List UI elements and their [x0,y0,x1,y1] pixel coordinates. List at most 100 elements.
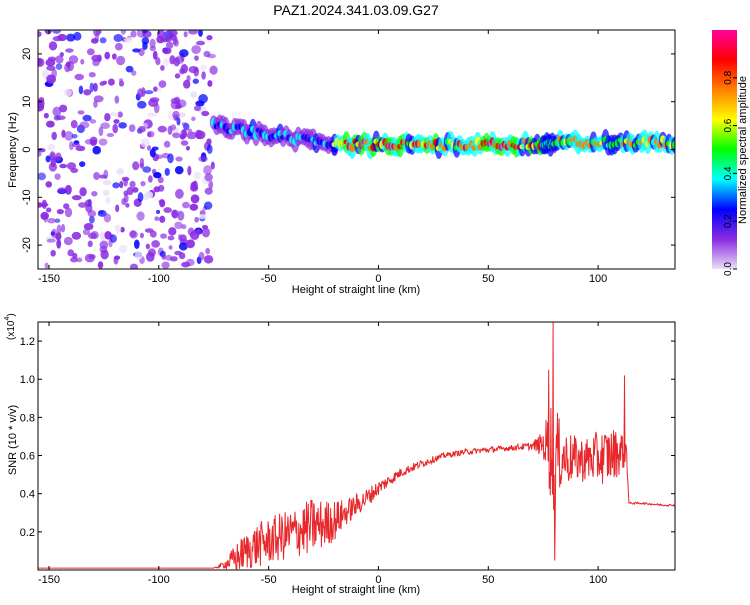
heatmap-noise-blob [48,41,58,51]
heatmap-noise-blob [186,75,191,82]
y-tick-label: 0 [21,146,33,152]
heatmap-noise-blob [178,49,189,58]
heatmap-noise-blob [172,35,178,46]
heatmap-noise-blob [130,30,137,38]
heatmap-noise-blob [203,165,212,176]
heatmap-noise-blob [89,82,94,93]
heatmap-noise-blob [185,145,190,151]
heatmap-noise-blob [172,132,181,139]
heatmap-noise-blob [194,129,203,140]
heatmap-noise-blob [56,209,64,215]
heatmap-noise-blob [66,33,76,42]
snr-multiplier-text: (x104) [4,313,17,340]
heatmap-noise-blob [139,157,145,168]
heatmap-noise-blob [183,31,188,38]
heatmap-noise-blob [204,187,213,195]
heatmap-noise-blob [120,30,127,35]
heatmap-noise-blob [88,72,96,78]
heatmap-noise-blob [63,88,72,97]
heatmap-noise-blob [87,240,93,248]
heatmap-noise-blob [185,258,195,267]
heatmap-noise-blob [45,120,55,128]
heatmap-noise-blob [200,64,207,71]
heatmap-noise-blob [182,201,190,209]
heatmap-noise-blob [64,131,74,141]
heatmap-noise-blob [153,86,158,92]
heatmap-noise-blob [71,231,82,240]
heatmap-noise-blob [149,148,156,158]
heatmap-noise-blob [77,110,85,115]
heatmap-noise-blob [78,85,84,95]
heatmap-noise-blob [160,65,165,71]
x-tick-label: 0 [375,574,381,586]
heatmap-noise-blob [178,112,186,118]
heatmap-noise-blob [172,110,180,120]
heatmap-noise-blob [47,143,56,152]
heatmap-noise-blob [164,35,173,42]
x-tick-label: 100 [589,574,607,586]
colorbar-tick-label: 0.4 [723,166,734,180]
heatmap-y-label: Frequency (Hz) [7,112,19,188]
heatmap-noise-blob [50,249,56,257]
x-tick-label: 0 [375,273,381,285]
heatmap-noise-blob [68,141,74,151]
heatmap-noise-blob [102,179,112,186]
heatmap-noise-blob [145,251,155,262]
heatmap-noise-blob [99,231,106,242]
heatmap-noise-blob [161,261,170,269]
y-tick-label: 0.2 [20,527,35,539]
heatmap-layer [38,30,675,269]
heatmap-noise-blob [74,73,85,81]
heatmap-noise-blob [158,80,167,88]
heatmap-noise-blob [170,100,180,110]
heatmap-noise-blob [194,55,199,61]
heatmap-noise-blob [178,242,188,251]
heatmap-noise-blob [165,41,174,50]
heatmap-noise-blob [163,140,171,148]
heatmap-noise-blob [174,221,183,230]
y-tick-label: 0.4 [20,489,35,501]
heatmap-noise-blob [201,227,211,238]
heatmap-noise-blob [123,36,134,43]
heatmap-noise-blob [46,74,56,84]
heatmap-noise-blob [104,231,112,240]
heatmap-noise-blob [91,190,98,197]
heatmap-noise-blob [190,91,197,98]
heatmap-noise-blob [170,124,177,131]
heatmap-noise-blob [125,202,130,208]
heatmap-noise-blob [38,31,42,37]
snr-x-label: Height of straight line (km) [292,584,420,596]
heatmap-noise-blob [78,202,88,208]
heatmap-noise-blob [70,167,79,173]
snr-line-layer [38,322,675,570]
heatmap-noise-blob [107,78,115,86]
heatmap-noise-blob [181,122,187,127]
heatmap-noise-blob [63,203,70,210]
heatmap-noise-blob [55,232,62,241]
heatmap-noise-blob [153,103,160,114]
heatmap-noise-blob [152,50,158,60]
heatmap-band-core [672,141,675,149]
heatmap-noise-blob [54,218,61,223]
heatmap-noise-blob [109,234,118,243]
y-tick-label: -20 [21,237,33,253]
heatmap-noise-blob [198,155,208,163]
heatmap-noise-blob [52,30,62,34]
heatmap-noise-blob [195,100,205,107]
heatmap-noise-blob [114,95,120,104]
x-tick-label: -50 [261,574,277,586]
heatmap-noise-blob [125,65,134,73]
heatmap-noise-blob [198,30,203,37]
heatmap-noise-blob [90,231,99,240]
y-tick-label: 0.6 [20,451,35,463]
heatmap-noise-blob [114,42,123,51]
y-tick-label: 10 [21,96,33,108]
heatmap-noise-blob [176,116,181,126]
heatmap-noise-blob [50,158,56,168]
heatmap-noise-blob [71,133,78,139]
heatmap-noise-blob [168,227,177,236]
heatmap-noise-blob [44,262,49,269]
heatmap-noise-blob [86,48,95,56]
heatmap-noise-blob [75,145,86,152]
